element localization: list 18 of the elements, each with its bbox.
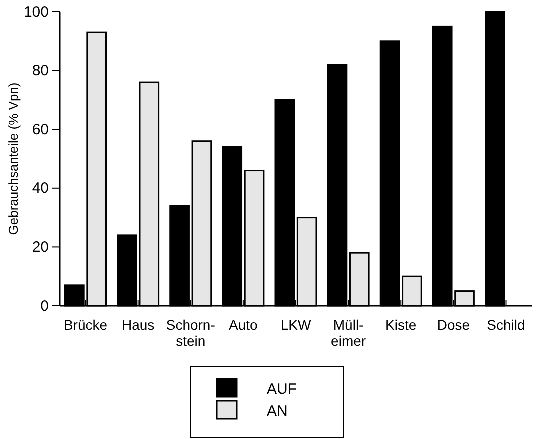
y-tick-label: 60	[32, 121, 49, 138]
x-tick-label: Brücke	[64, 317, 108, 333]
x-tick-label: Auto	[229, 317, 258, 333]
legend-label: AUF	[267, 381, 297, 398]
x-tick-label: Haus	[122, 317, 155, 333]
y-tick-label: 0	[40, 298, 49, 315]
x-tick-label: Schild	[487, 317, 526, 333]
y-axis-title: Gebrauchsanteile (% Vpn)	[6, 82, 21, 236]
x-tick-label: Schorn- stein	[166, 317, 216, 349]
x-tick-label: LKW	[280, 317, 312, 333]
y-tick-label: 80	[32, 62, 49, 80]
x-tick-label: Dose	[437, 317, 470, 333]
y-tick-label: 20	[32, 239, 49, 256]
y-tick-label: 40	[32, 180, 49, 198]
legend-label: AN	[267, 403, 288, 420]
y-tick-label: 100	[24, 4, 49, 21]
x-tick-label: Müll- eimer	[331, 317, 366, 349]
x-tick-label: Kiste	[386, 317, 417, 333]
